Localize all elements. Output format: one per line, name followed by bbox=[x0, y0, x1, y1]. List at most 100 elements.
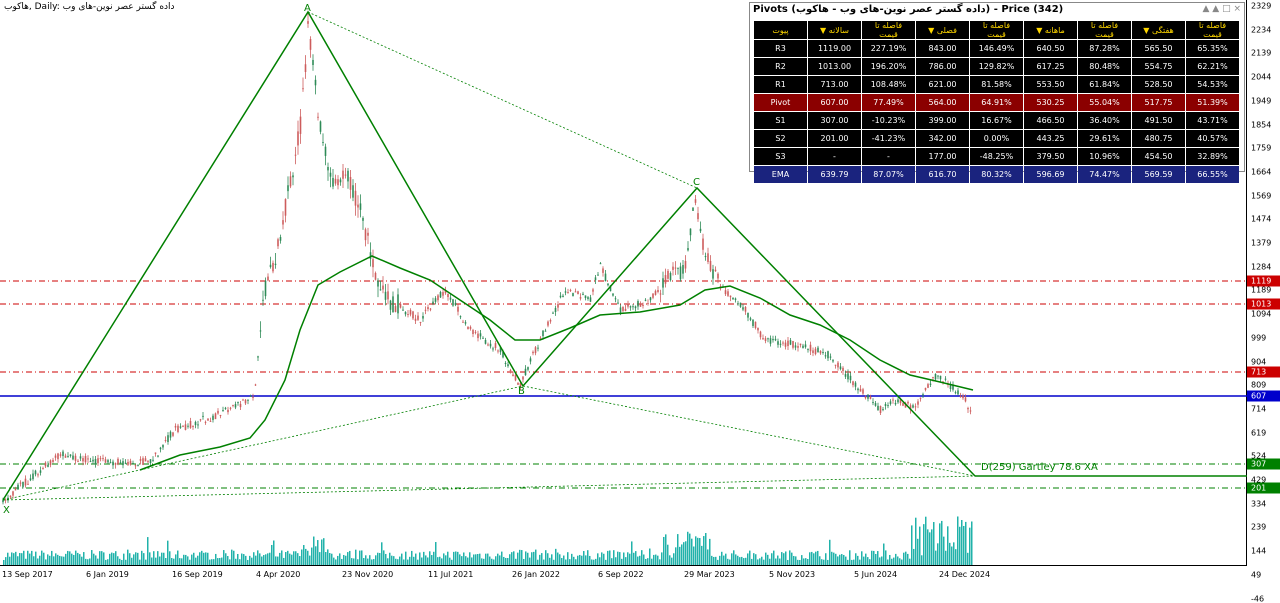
pivots-cell: 87.28% bbox=[1078, 40, 1131, 57]
pattern-point-a: A bbox=[304, 3, 311, 14]
volume-bar bbox=[541, 553, 543, 565]
candle-body bbox=[789, 340, 792, 345]
volume-bar bbox=[887, 559, 889, 565]
time-axis[interactable]: 13 Sep 2017 6 Jan 2019 16 Sep 2019 4 Apr 20… bbox=[0, 566, 1247, 582]
volume-bar bbox=[649, 548, 651, 565]
volume-bar bbox=[845, 556, 847, 565]
volume-bar bbox=[677, 534, 679, 565]
candle-body bbox=[832, 360, 834, 362]
pivots-cell: 491.50 bbox=[1132, 112, 1185, 129]
candle-body bbox=[689, 228, 692, 236]
volume-bar bbox=[837, 556, 839, 565]
volume-bar bbox=[891, 558, 893, 565]
candle-body bbox=[899, 399, 902, 404]
volume-bar bbox=[363, 558, 365, 565]
candle-body bbox=[539, 337, 542, 339]
volume-bar bbox=[271, 544, 273, 565]
volume-bar bbox=[5, 557, 7, 565]
candle-body bbox=[482, 337, 484, 339]
candle-body bbox=[292, 175, 294, 178]
volume-bar bbox=[915, 517, 917, 565]
volume-bar bbox=[119, 558, 121, 565]
price-level-label: 713 bbox=[1247, 366, 1280, 378]
candle-body bbox=[119, 462, 122, 464]
volume-bar bbox=[803, 558, 805, 565]
candle-body bbox=[187, 425, 189, 427]
chart-area[interactable]: هاکوب, Daily: داده گستر عصر نوین-های وب … bbox=[0, 0, 1247, 566]
time-tick-label: 23 Nov 2020 bbox=[342, 570, 394, 579]
volume-bar bbox=[303, 545, 305, 565]
volume-bar bbox=[233, 550, 235, 565]
volume-bar bbox=[377, 552, 379, 565]
volume-bar bbox=[227, 556, 229, 565]
candle-body bbox=[312, 59, 314, 66]
volume-bar bbox=[331, 553, 333, 565]
pivots-cell: 77.49% bbox=[862, 94, 915, 111]
volume-bar bbox=[83, 552, 85, 565]
volume-bar bbox=[657, 555, 659, 565]
pivots-cell: 1013.00 bbox=[808, 58, 861, 75]
price-axis[interactable]: 2329 2234 2139 2044 1949 1854 1759 1664 1569 1474… bbox=[1247, 0, 1280, 603]
pivots-panel[interactable]: Pivots (داده گستر عصر نوین-های وب - هاکو… bbox=[749, 2, 1245, 183]
volume-bar bbox=[709, 538, 711, 565]
candle-body bbox=[177, 425, 179, 433]
pivots-cell: 87.07% bbox=[862, 166, 915, 183]
volume-bar bbox=[69, 551, 71, 565]
candle-body bbox=[392, 296, 394, 313]
volume-bar bbox=[167, 540, 169, 565]
pivots-row: S2 201.00 -41.23% 342.00 0.00% 443.25 29.61% 48… bbox=[754, 130, 1239, 147]
candle-body bbox=[192, 425, 194, 428]
volume-bar bbox=[49, 555, 51, 565]
volume-bar bbox=[489, 556, 491, 565]
volume-bar bbox=[165, 558, 167, 565]
candle-body bbox=[824, 355, 827, 357]
volume-bar bbox=[535, 549, 537, 565]
price-chart[interactable] bbox=[0, 0, 1247, 566]
candle-body bbox=[549, 320, 552, 322]
candle-body bbox=[212, 415, 214, 420]
candle-body bbox=[909, 405, 912, 410]
candle-body bbox=[19, 482, 22, 484]
volume-bar bbox=[875, 553, 877, 565]
candle-body bbox=[179, 426, 182, 428]
volume-bar bbox=[65, 553, 67, 565]
candle-body bbox=[64, 455, 67, 458]
volume-bar bbox=[923, 524, 925, 565]
candle-body bbox=[609, 285, 612, 292]
volume-bar bbox=[429, 551, 431, 565]
candle-body bbox=[37, 474, 39, 476]
volume-bar bbox=[309, 555, 311, 565]
volume-bar bbox=[527, 552, 529, 565]
volume-bar bbox=[221, 557, 223, 565]
volume-bar bbox=[573, 556, 575, 565]
candle-body bbox=[334, 178, 337, 184]
pivots-cell: S2 bbox=[754, 130, 807, 147]
pivots-cell: S3 bbox=[754, 148, 807, 165]
candle-body bbox=[197, 424, 199, 426]
panel-window-buttons[interactable]: ▲ ▲ □ × bbox=[1202, 4, 1241, 14]
volume-bar bbox=[323, 538, 325, 565]
volume-bar bbox=[631, 541, 633, 565]
candle-body bbox=[687, 248, 689, 251]
volume-bar bbox=[683, 542, 685, 565]
pivots-header-cell: فاصله تا قیمت bbox=[1078, 21, 1131, 39]
volume-bar bbox=[583, 551, 585, 565]
candle-body bbox=[24, 478, 27, 486]
volume-bar bbox=[219, 557, 221, 565]
volume-bar bbox=[493, 559, 495, 565]
pivots-header-cell: فاصله تا قیمت bbox=[862, 21, 915, 39]
candle-body bbox=[107, 460, 109, 463]
volume-bar bbox=[125, 559, 127, 565]
candle-body bbox=[279, 237, 282, 241]
candle-body bbox=[492, 348, 494, 350]
volume-bar bbox=[471, 557, 473, 565]
candle-body bbox=[204, 421, 207, 423]
price-level-label: 1013 bbox=[1247, 298, 1280, 310]
candle-body bbox=[667, 270, 669, 279]
volume-bar bbox=[567, 552, 569, 565]
candle-body bbox=[309, 39, 312, 50]
pivots-cell: 569.59 bbox=[1132, 166, 1185, 183]
candle-body bbox=[72, 455, 74, 460]
candle-body bbox=[467, 326, 469, 330]
candle-body bbox=[642, 304, 644, 306]
